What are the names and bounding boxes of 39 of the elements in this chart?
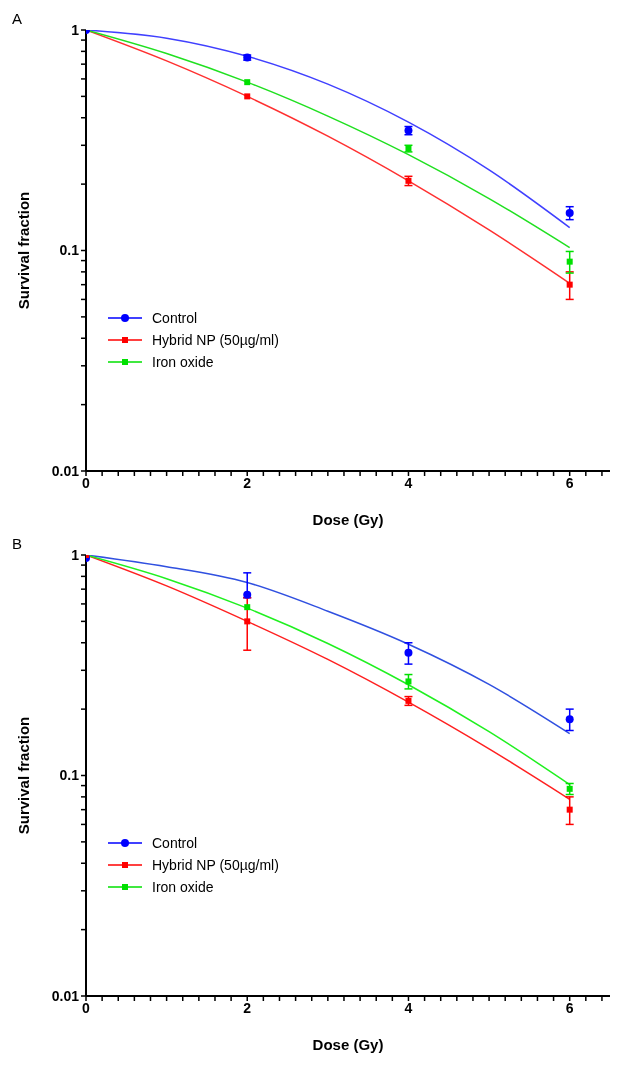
y-tick-label: 0.01 — [51, 462, 80, 479]
legend-label: Control — [152, 835, 198, 851]
point — [244, 618, 251, 625]
point — [566, 785, 573, 792]
legend-label: Control — [152, 310, 198, 326]
point — [566, 806, 573, 813]
x-tick-label: 4 — [404, 999, 413, 1016]
y-axis-title: Survival fraction — [15, 716, 33, 835]
x-tick-label: 0 — [82, 999, 91, 1016]
x-tick-label: 2 — [243, 999, 252, 1016]
x-axis-title: Dose (Gy) — [312, 1036, 384, 1053]
y-tick-label: 1 — [71, 21, 80, 38]
chart-title: A — [12, 10, 23, 27]
point — [243, 590, 252, 599]
point — [404, 648, 413, 657]
x-tick-label: 0 — [82, 474, 91, 491]
x-tick-label: 4 — [404, 474, 413, 491]
x-tick-label: 2 — [243, 474, 252, 491]
point — [565, 715, 574, 724]
point — [244, 93, 251, 100]
point — [244, 604, 251, 611]
legend-label: Iron oxide — [152, 879, 214, 895]
x-tick-label: 6 — [565, 999, 574, 1016]
x-axis-title: Dose (Gy) — [312, 511, 384, 528]
point — [565, 208, 574, 217]
x-tick-label: 6 — [565, 474, 574, 491]
legend-label: Hybrid NP (50µg/ml) — [152, 332, 279, 348]
y-tick-label: 0.01 — [51, 987, 80, 1004]
point — [566, 258, 573, 265]
y-tick-label: 0.1 — [59, 242, 80, 259]
point — [405, 678, 412, 685]
y-tick-label: 1 — [71, 546, 80, 563]
y-tick-label: 0.1 — [59, 767, 80, 784]
y-axis-title: Survival fraction — [15, 191, 33, 310]
legend-label: Hybrid NP (50µg/ml) — [152, 857, 279, 873]
chart-title: B — [12, 535, 23, 552]
point — [244, 79, 251, 86]
legend-label: Iron oxide — [152, 354, 214, 370]
point — [566, 281, 573, 288]
